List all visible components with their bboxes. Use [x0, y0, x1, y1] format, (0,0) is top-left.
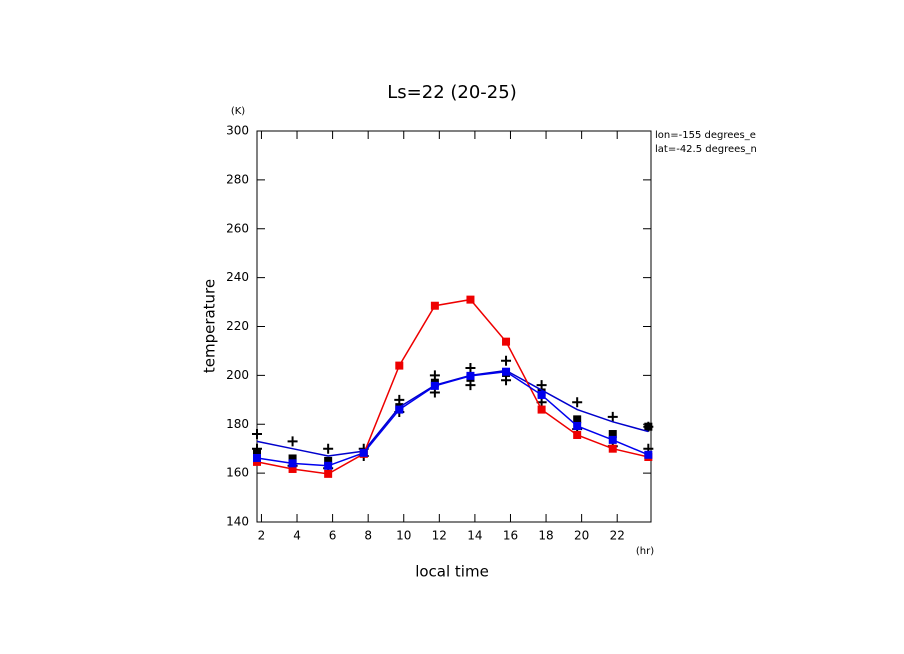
point: [608, 444, 617, 453]
x-tick-label: 12: [432, 529, 447, 543]
x-tick-label: 14: [467, 529, 482, 543]
y-tick-label: 220: [226, 319, 249, 333]
point: [466, 371, 475, 380]
x-tick-label: 4: [293, 529, 301, 543]
y-tick-label: 160: [226, 466, 249, 480]
x-tick-label: 6: [329, 529, 337, 543]
y-tick-label: 240: [226, 270, 249, 284]
plot-frame: [256, 130, 652, 523]
point: [573, 415, 582, 424]
point: [253, 449, 261, 458]
point: [572, 397, 583, 408]
annotations: lon=-155 degrees_e lat=-42.5 degrees_n: [655, 130, 757, 155]
x-tick-label: 8: [364, 529, 372, 543]
point: [324, 469, 333, 478]
x-tick-label: 16: [503, 529, 518, 543]
chart-title: Ls=22 (20-25): [387, 82, 516, 103]
point: [288, 464, 297, 473]
point: [252, 429, 262, 440]
x-tick-label: 2: [258, 529, 266, 543]
y-tick-label: 200: [226, 368, 249, 382]
point: [288, 459, 297, 468]
y-tick-label: 280: [226, 172, 249, 186]
y-tick-label: 260: [226, 221, 249, 235]
point: [395, 405, 404, 414]
y-unit: (K): [231, 106, 245, 117]
point: [502, 337, 511, 346]
point: [607, 411, 618, 422]
point: [608, 435, 617, 444]
x-tick-label: 10: [396, 529, 411, 543]
y-tick-label: 140: [226, 515, 249, 529]
series-line: [256, 369, 649, 457]
point: [608, 430, 617, 439]
point: [359, 448, 368, 457]
y-tick-label: 300: [226, 124, 249, 138]
point: [287, 436, 298, 447]
point: [324, 456, 333, 465]
point: [430, 381, 439, 390]
point: [573, 421, 582, 430]
point: [324, 461, 333, 470]
x-tick-label: 22: [610, 529, 625, 543]
point: [537, 390, 546, 399]
point: [644, 450, 653, 459]
point: [395, 361, 404, 370]
point: [288, 454, 297, 463]
point: [502, 367, 511, 376]
point: [323, 443, 334, 454]
y-tick-label: 180: [226, 417, 249, 431]
point: [501, 355, 512, 366]
point: [253, 453, 261, 462]
point: [573, 431, 582, 440]
annotation: lon=-155 degrees_e: [655, 130, 756, 141]
point: [466, 295, 475, 304]
series-line: [256, 298, 649, 475]
x-unit: (hr): [636, 546, 654, 557]
point: [537, 405, 546, 414]
point: [465, 363, 476, 374]
point: [430, 301, 439, 310]
y-axis-label: temperature: [201, 279, 219, 373]
x-tick-label: 18: [538, 529, 553, 543]
series-line: [256, 370, 649, 467]
x-tick-label: 20: [574, 529, 589, 543]
annotation: lat=-42.5 degrees_n: [655, 144, 757, 155]
x-axis-label: local time: [415, 563, 489, 581]
point: [644, 422, 653, 431]
